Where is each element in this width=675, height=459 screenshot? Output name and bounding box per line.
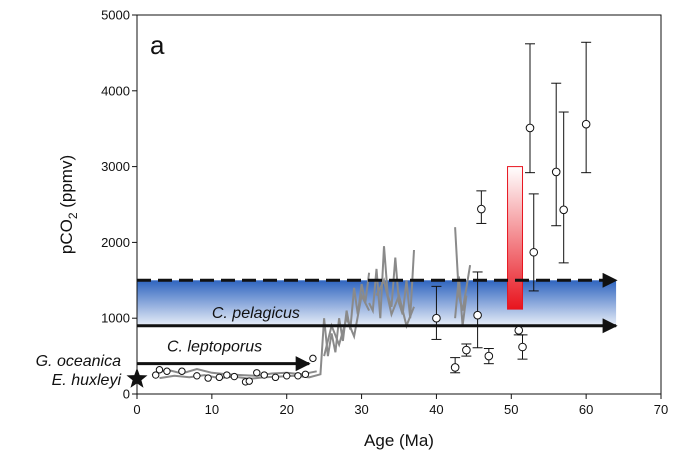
y-axis-label-main: pCO [57, 219, 76, 254]
low-point-13 [271, 373, 280, 382]
x-tick-label-7: 70 [654, 402, 668, 417]
label-e-huxleyi: E. huxleyi [52, 372, 122, 389]
y-tick-label-4: 4000 [101, 83, 130, 98]
data-point-2 [462, 345, 471, 355]
y-axis-label-unit: (ppmv) [57, 155, 76, 213]
label-c-leptoporus: C. leptoporus [167, 339, 262, 356]
y-tick-label-0: 0 [123, 387, 130, 402]
y-tick-label-2: 2000 [101, 235, 130, 250]
data-point-10 [551, 167, 561, 177]
low-point-16 [301, 370, 310, 378]
low-point-6 [215, 373, 224, 382]
y-axis-label: pCO2 (ppmv) [57, 155, 80, 254]
data-point-3 [473, 310, 482, 320]
co2-band-layer [137, 166, 617, 326]
low-point-17 [309, 354, 317, 363]
gray-series-line-6 [454, 227, 472, 311]
data-point-9 [529, 247, 539, 257]
x-tick-label-5: 50 [504, 402, 518, 417]
gray-series-line-5 [375, 277, 415, 330]
data-point-7 [518, 342, 527, 352]
y-axis-label-subscript: 2 [66, 212, 80, 219]
panel-letter: a [150, 30, 165, 60]
plot-frame [136, 14, 662, 395]
low-point-0 [152, 371, 160, 379]
arrow-layer [137, 272, 618, 372]
x-tick-label-1: 10 [205, 402, 219, 417]
x-tick-label-3: 30 [354, 402, 368, 417]
low-point-4 [193, 372, 201, 380]
label-g-oceanica: G. oceanica [36, 353, 121, 370]
data-point-11 [559, 205, 568, 215]
low-point-10 [245, 377, 253, 385]
x-tick-label-2: 20 [279, 402, 293, 417]
axes-layer [132, 14, 662, 399]
data-point-8 [525, 123, 535, 133]
low-point-5 [204, 374, 212, 382]
data-point-0 [432, 313, 441, 323]
low-point-1 [155, 366, 164, 374]
data-point-4 [477, 204, 486, 214]
data-point-6 [514, 326, 524, 335]
gray-series-line-4 [368, 246, 415, 319]
y-tick-label-1: 1000 [101, 311, 130, 326]
text-layer: 0 10 20 30 40 50 60 70 0 1000 2000 3000 4000 5000 Age … [36, 8, 669, 451]
low-point-12 [260, 371, 268, 379]
low-point-15 [294, 372, 302, 380]
low-point-14 [283, 372, 291, 380]
points-layer [126, 41, 592, 388]
x-tick-label-4: 40 [429, 402, 443, 417]
low-point-8 [230, 372, 239, 381]
gray-series-line-7 [454, 276, 468, 326]
pco2-band [137, 280, 617, 326]
label-c-pelagicus: C. pelagicus [212, 305, 300, 322]
estimate-range-bar [507, 166, 524, 310]
low-point-11 [253, 369, 261, 377]
y-tick-label-3: 3000 [101, 159, 130, 174]
y-tick-label-5: 5000 [101, 8, 130, 23]
data-point-12 [581, 119, 591, 129]
low-point-7 [223, 371, 231, 379]
low-point-2 [163, 367, 171, 375]
data-point-1 [450, 363, 460, 372]
data-point-5 [484, 351, 494, 361]
x-axis-label: Age (Ma) [364, 431, 434, 450]
x-tick-label-6: 60 [579, 402, 593, 417]
x-tick-label-0: 0 [133, 402, 140, 417]
low-point-3 [178, 367, 186, 375]
